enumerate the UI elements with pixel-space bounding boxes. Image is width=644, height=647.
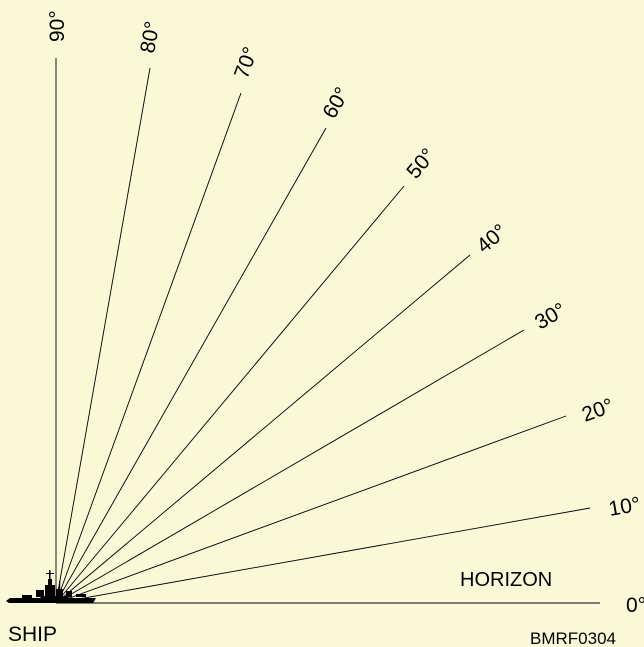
- horizon-label: HORIZON: [460, 569, 552, 591]
- ray-5: [55, 185, 405, 604]
- ray-6: [55, 127, 327, 604]
- ship-silhouette-icon: [6, 570, 96, 603]
- angle-label-6: 60°: [318, 83, 354, 122]
- angle-label-4: 40°: [472, 220, 511, 258]
- ray-7: [55, 92, 242, 604]
- figure-id-label: BMRF0304: [530, 629, 616, 647]
- angle-labels: 0° 10° 20° 30° 40° 50° 60° 70° 80° 90°: [46, 10, 644, 617]
- ray-1: [55, 507, 591, 604]
- ray-8: [55, 67, 151, 604]
- angle-label-3: 30°: [531, 299, 570, 335]
- ray-2: [55, 415, 567, 604]
- angle-label-0: 0°: [626, 594, 644, 617]
- angle-label-5: 50°: [402, 144, 440, 183]
- angle-label-2: 20°: [579, 394, 617, 426]
- ship-label: SHIP: [8, 623, 57, 646]
- angle-rays: [55, 58, 600, 604]
- angle-label-8: 80°: [136, 20, 164, 55]
- angle-label-7: 70°: [230, 44, 262, 82]
- angle-label-9: 90°: [46, 10, 69, 42]
- angle-label-1: 10°: [607, 493, 642, 521]
- ray-3: [55, 329, 525, 604]
- ray-4: [55, 254, 471, 604]
